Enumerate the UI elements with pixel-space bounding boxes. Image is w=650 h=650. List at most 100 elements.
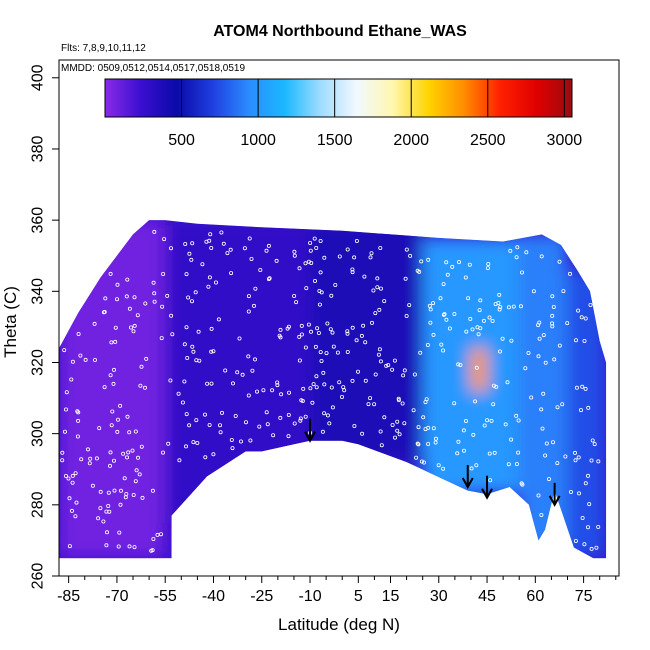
- sample-point: [78, 353, 83, 358]
- sample-point: [250, 368, 255, 373]
- sample-point: [186, 295, 191, 300]
- sample-point: [441, 466, 446, 471]
- sample-point: [456, 362, 461, 367]
- sample-point: [248, 438, 253, 443]
- sample-point: [113, 339, 118, 344]
- sample-point: [426, 441, 431, 446]
- sample-point: [79, 457, 84, 462]
- sample-point: [382, 299, 387, 304]
- sample-point: [257, 424, 262, 429]
- sample-point: [238, 439, 243, 444]
- sample-point: [183, 241, 188, 246]
- sample-point: [520, 270, 525, 275]
- sample-point: [322, 382, 327, 387]
- sample-point: [514, 462, 519, 467]
- sample-point: [476, 332, 481, 337]
- sample-point: [539, 407, 544, 412]
- sample-point: [184, 325, 189, 330]
- sample-point: [101, 310, 106, 315]
- sample-point: [361, 323, 366, 328]
- sample-point: [359, 333, 364, 338]
- sample-point: [404, 247, 409, 252]
- sample-point: [98, 489, 103, 494]
- y-tick-label: 360: [30, 207, 47, 234]
- sample-point: [132, 323, 137, 328]
- sample-point: [487, 451, 492, 456]
- sample-point: [505, 380, 510, 385]
- sample-point: [187, 423, 192, 428]
- sample-point: [195, 440, 200, 445]
- sample-point: [209, 381, 214, 386]
- sample-point: [249, 256, 254, 261]
- sample-point: [592, 442, 597, 447]
- sample-point: [403, 276, 408, 281]
- sample-point: [369, 320, 374, 325]
- sample-point: [184, 272, 189, 277]
- sample-point: [109, 340, 114, 345]
- sample-point: [318, 238, 323, 243]
- sample-point: [378, 359, 383, 364]
- sample-point: [574, 338, 579, 343]
- arrow-marker: [304, 418, 316, 443]
- sample-point: [74, 500, 79, 505]
- sample-point: [441, 282, 446, 287]
- sample-point: [303, 261, 308, 266]
- sample-point: [447, 326, 452, 331]
- sample-point: [235, 370, 240, 375]
- sample-point: [228, 247, 233, 252]
- sample-point: [552, 357, 557, 362]
- sample-point: [303, 414, 308, 419]
- sample-point: [106, 490, 111, 495]
- sample-point: [568, 271, 573, 276]
- sample-point: [478, 298, 483, 303]
- sample-point: [87, 461, 92, 466]
- sample-point: [580, 516, 585, 521]
- sample-point: [402, 368, 407, 373]
- sample-point: [503, 422, 508, 427]
- sample-point: [438, 296, 443, 301]
- x-tick-label: 60: [526, 588, 544, 605]
- colorbar-tick-label: 1500: [317, 132, 353, 149]
- sample-point: [308, 240, 313, 245]
- sample-point: [109, 423, 114, 428]
- sample-point: [115, 282, 120, 287]
- sample-point: [285, 326, 290, 331]
- sample-point: [382, 415, 387, 420]
- sample-point: [377, 307, 382, 312]
- sample-point: [207, 275, 212, 280]
- sample-point: [397, 432, 402, 437]
- sample-point: [309, 260, 314, 265]
- sample-point: [485, 266, 490, 271]
- sample-point: [312, 236, 317, 241]
- sample-point: [168, 378, 173, 383]
- sample-point: [125, 414, 130, 419]
- sample-point: [130, 448, 135, 453]
- sample-point: [271, 433, 276, 438]
- arrow-marker: [481, 475, 493, 500]
- sample-point: [461, 428, 466, 433]
- sample-point: [421, 415, 426, 420]
- sample-point: [376, 352, 381, 357]
- sample-point: [98, 506, 103, 511]
- sample-point: [246, 309, 251, 314]
- sample-point: [373, 372, 378, 377]
- sample-point: [536, 354, 541, 359]
- sample-point: [69, 377, 74, 382]
- sample-point: [587, 502, 592, 507]
- sample-point: [516, 450, 521, 455]
- sample-point: [321, 370, 326, 375]
- sample-point: [490, 318, 495, 323]
- sample-point: [550, 321, 555, 326]
- sample-point: [312, 278, 317, 283]
- sample-point: [207, 422, 212, 427]
- sample-point: [314, 374, 319, 379]
- sample-point: [166, 441, 171, 446]
- sample-point: [104, 509, 109, 514]
- sample-point: [73, 471, 78, 476]
- sample-point: [314, 245, 319, 250]
- sample-point: [330, 330, 335, 335]
- sample-point: [455, 451, 460, 456]
- sample-point: [131, 492, 136, 497]
- sample-point: [108, 463, 113, 468]
- sample-point: [162, 237, 167, 242]
